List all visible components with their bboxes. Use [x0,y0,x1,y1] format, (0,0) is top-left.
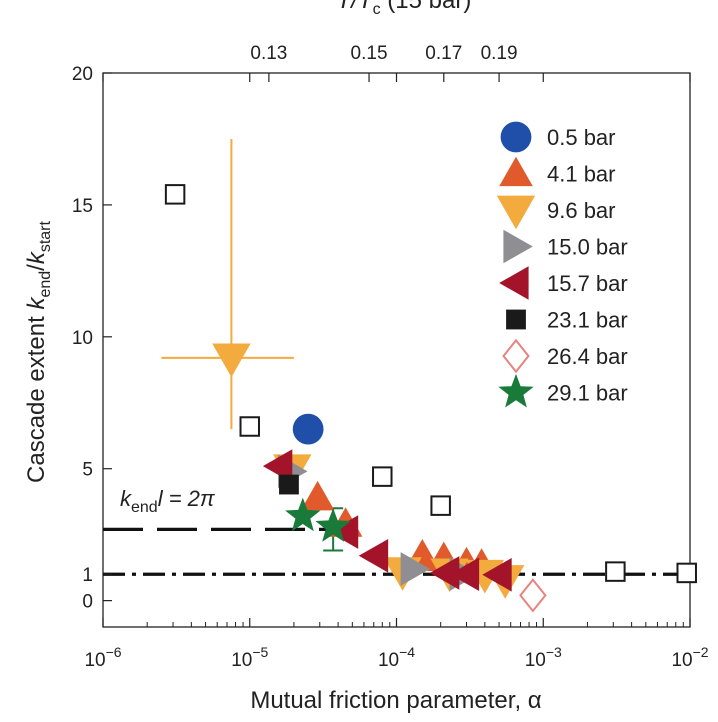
x-tick-label: 10−2 [671,644,708,671]
data-point [358,538,389,573]
annotation-rest: l = 2π [158,486,216,511]
x-tick-label-exponent: −4 [399,644,415,660]
data-point [300,480,335,511]
legend-marker [498,373,534,408]
top-axis-title: T/Tc (15 bar) [337,0,472,18]
y-axis-title: Cascade extent kend/kstart [23,220,54,482]
legend: 0.5 bar 4.1 bar 9.6 bar 15.0 bar 15.7 bar 23.… [496,121,628,408]
legend-label: 15.0 bar [547,235,628,260]
annotation-k: k [120,486,132,511]
data-point [605,561,626,582]
data-point [430,495,451,516]
x-tick-label: 10−3 [525,644,562,671]
legend-label: 29.1 bar [547,381,628,406]
x-tick-label-base: 10 [525,650,546,671]
legend-marker [506,309,526,330]
y-tick-label: 5 [82,460,93,481]
top-axis-title-sub: c [373,1,381,18]
legend-marker [499,266,529,300]
data-point [164,184,186,205]
top-tick-label: 0.19 [481,43,518,64]
data-point [372,466,393,487]
legend-label: 0.5 bar [547,125,616,150]
data-point [262,449,293,483]
data-point [292,413,324,445]
y-tick-label: 0 [82,592,93,613]
x-tick-label-base: 10 [84,650,105,671]
x-tick-label-exponent: −6 [106,644,122,660]
top-tick-label: 0.17 [425,43,462,64]
y-axis-title-sub1: end [37,271,54,298]
y-tick-label: 1 [82,565,93,586]
x-tick-label: 10−5 [231,644,268,671]
annotation-kend-l-2pi: kendl = 2π [120,486,216,516]
legend-label: 23.1 bar [547,308,628,333]
legend-label: 26.4 bar [547,344,628,369]
y-axis-title-sub2: start [37,220,54,252]
x-tick-label-base: 10 [231,650,252,671]
x-tick-label-base: 10 [671,650,692,671]
data-point [239,416,260,437]
data-point [429,556,460,590]
y-tick-label: 20 [72,64,93,85]
top-axis-title-rest: (15 bar) [381,0,472,14]
data-point [449,557,480,592]
x-tick-label-exponent: −5 [252,644,268,660]
x-tick-label: 10−6 [84,644,121,671]
y-axis-title-main: Cascade extent [23,310,50,483]
data-points-group [164,184,697,613]
legend-label: 9.6 bar [547,198,616,223]
data-point [400,552,431,586]
y-tick-label: 10 [72,328,93,349]
x-tick-label-exponent: −3 [546,644,562,660]
data-point [212,343,251,378]
x-axis-title: Mutual friction parameter, α [250,687,541,714]
top-tick-label: 0.15 [351,43,388,64]
top-tick-label: 0.13 [250,43,287,64]
annotation-sub: end [131,499,158,516]
data-point [279,474,299,495]
data-point [676,562,697,584]
legend-marker [496,195,536,230]
legend-marker [499,156,533,187]
legend-marker [500,121,532,153]
legend-label: 15.7 bar [547,271,628,296]
x-tick-label-exponent: −2 [693,644,709,660]
top-axis-title-main: T/T [337,0,375,14]
data-point [519,578,547,613]
legend-marker [502,338,530,374]
y-tick-label: 15 [72,196,93,217]
data-point [482,557,512,592]
y-axis-title-k1: k [23,296,50,310]
legend-marker [503,229,533,264]
x-tick-label: 10−4 [378,644,415,671]
x-tick-label-base: 10 [378,650,399,671]
y-axis-title-k2: k [23,250,50,264]
data-point [285,497,321,532]
data-point [315,508,351,542]
data-point [328,515,359,549]
legend-label: 4.1 bar [547,162,616,187]
y-axis-title-slash: / [23,264,50,271]
